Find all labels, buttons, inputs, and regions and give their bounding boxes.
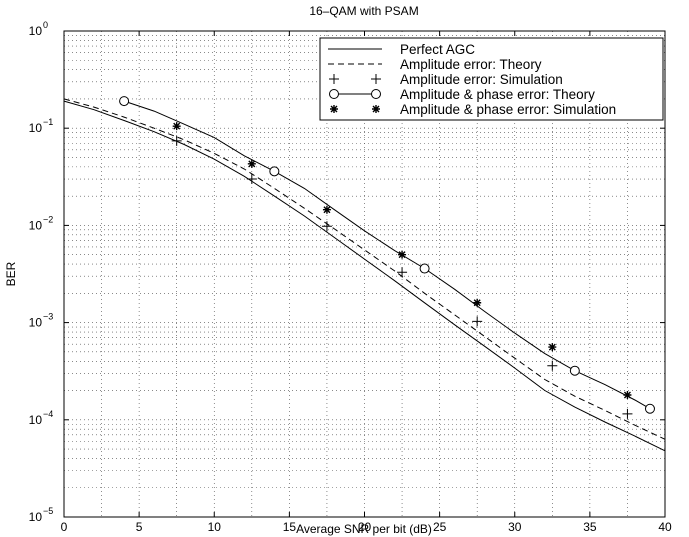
legend-entry: Amplitude & phase error: Simulation — [330, 102, 616, 117]
plus-marker — [371, 74, 381, 84]
star-marker — [623, 390, 632, 399]
series-line — [63, 100, 666, 452]
y-tick-label: 10 — [29, 24, 43, 38]
x-axis-label: Average SNR per bit (dB) — [296, 522, 432, 536]
x-tick-label: 5 — [136, 520, 143, 534]
circle-marker — [119, 96, 130, 107]
y-tick-label: 10 — [29, 413, 43, 427]
series-3 — [171, 135, 633, 419]
plus-marker — [321, 221, 332, 232]
circle-marker — [269, 166, 280, 177]
y-tick-label: 10 — [29, 316, 43, 330]
x-tick-label: 40 — [658, 520, 672, 534]
y-tick-exponent: 0 — [43, 20, 48, 30]
circle-marker — [419, 263, 430, 274]
plus-marker — [547, 360, 558, 371]
star-marker — [172, 122, 181, 131]
star-marker — [322, 205, 331, 214]
x-tick-label: 0 — [61, 520, 68, 534]
plus-marker — [171, 135, 182, 146]
star-marker — [372, 105, 380, 113]
star-marker — [473, 298, 482, 307]
y-tick-label: 10 — [29, 510, 43, 524]
plus-marker — [246, 174, 257, 185]
legend-label: Perfect AGC — [400, 42, 475, 57]
plus-marker — [329, 74, 339, 84]
series-line — [63, 98, 666, 440]
circle-marker — [644, 403, 655, 414]
star-marker — [398, 250, 407, 259]
legend-label: Amplitude error: Simulation — [400, 72, 563, 87]
circle-marker — [329, 89, 339, 99]
x-tick-label: 25 — [433, 520, 447, 534]
star-marker — [247, 159, 256, 168]
y-tick-exponent: −3 — [43, 312, 53, 322]
series-line — [123, 100, 651, 410]
legend-label: Amplitude & phase error: Simulation — [400, 102, 616, 117]
x-tick-label: 10 — [208, 520, 222, 534]
y-tick-exponent: −5 — [43, 506, 53, 516]
x-tick-label: 35 — [583, 520, 597, 534]
legend-entry: Amplitude & phase error: Theory — [329, 87, 595, 102]
y-tick-label: 10 — [29, 121, 43, 135]
y-tick-exponent: −2 — [43, 214, 53, 224]
x-tick-label: 30 — [508, 520, 522, 534]
series-layer — [63, 96, 666, 452]
circle-marker — [569, 365, 580, 376]
legend-entry: Perfect AGC — [328, 42, 475, 57]
plus-marker — [397, 267, 408, 278]
legend-label: Amplitude & phase error: Theory — [400, 87, 595, 102]
legend-entry: Amplitude error: Simulation — [329, 72, 563, 87]
series-5 — [172, 122, 632, 399]
legend-entry: Amplitude error: Theory — [328, 57, 542, 72]
plus-marker — [622, 408, 633, 419]
plus-marker — [472, 316, 483, 327]
circle-marker — [371, 89, 381, 99]
legend-label: Amplitude error: Theory — [400, 57, 542, 72]
x-tick-label: 20 — [358, 520, 372, 534]
y-tick-exponent: −1 — [43, 117, 53, 127]
y-tick-exponent: −4 — [43, 409, 53, 419]
series-2 — [63, 98, 666, 440]
star-marker — [548, 343, 557, 352]
star-marker — [330, 105, 338, 113]
y-axis-label: BER — [4, 261, 18, 286]
series-1 — [63, 100, 666, 452]
chart-title: 16–QAM with PSAM — [309, 4, 418, 18]
y-tick-label: 10 — [29, 218, 43, 232]
series-4 — [119, 96, 655, 414]
x-tick-label: 15 — [283, 520, 297, 534]
